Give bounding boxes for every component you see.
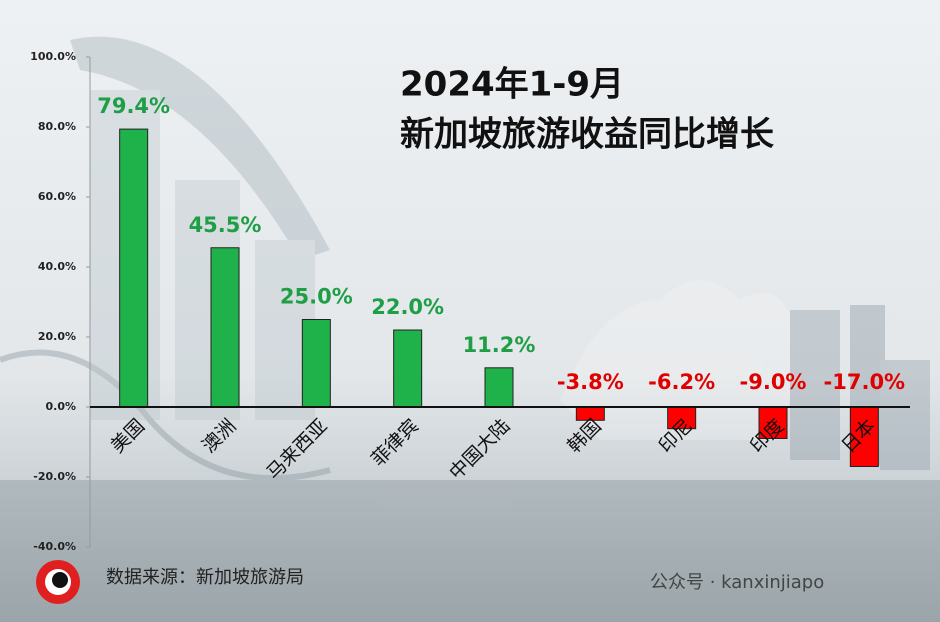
value-label: 79.4% xyxy=(97,94,170,118)
y-tick-label: 100.0% xyxy=(30,50,76,63)
value-label: 22.0% xyxy=(371,295,444,319)
watermark: 公众号 · kanxinjiapo xyxy=(650,572,824,593)
bar xyxy=(210,247,240,408)
bar xyxy=(393,329,423,408)
bar xyxy=(119,128,149,408)
source: 数据来源：新加坡旅游局 xyxy=(106,567,304,588)
logo xyxy=(36,560,80,604)
value-label: -17.0% xyxy=(824,370,906,394)
y-tick-label: -40.0% xyxy=(33,540,76,553)
y-tick-label: 80.0% xyxy=(38,120,76,133)
bar xyxy=(849,406,879,467)
value-label: -9.0% xyxy=(740,370,807,394)
y-tick-label: 0.0% xyxy=(45,400,76,413)
bar xyxy=(484,367,514,408)
chart-title: 新加坡旅游收益同比增长 xyxy=(400,115,774,155)
y-tick-label: 20.0% xyxy=(38,330,76,343)
value-label: -3.8% xyxy=(557,370,624,394)
value-label: 45.5% xyxy=(189,213,262,237)
y-tick-label: 60.0% xyxy=(38,190,76,203)
y-tick-label: 40.0% xyxy=(38,260,76,273)
value-label: -6.2% xyxy=(648,370,715,394)
bar xyxy=(301,319,331,408)
value-label: 25.0% xyxy=(280,285,353,309)
value-label: 11.2% xyxy=(463,333,536,357)
y-tick-label: -20.0% xyxy=(33,470,76,483)
chart-title: 2024年1-9月 xyxy=(400,65,624,105)
